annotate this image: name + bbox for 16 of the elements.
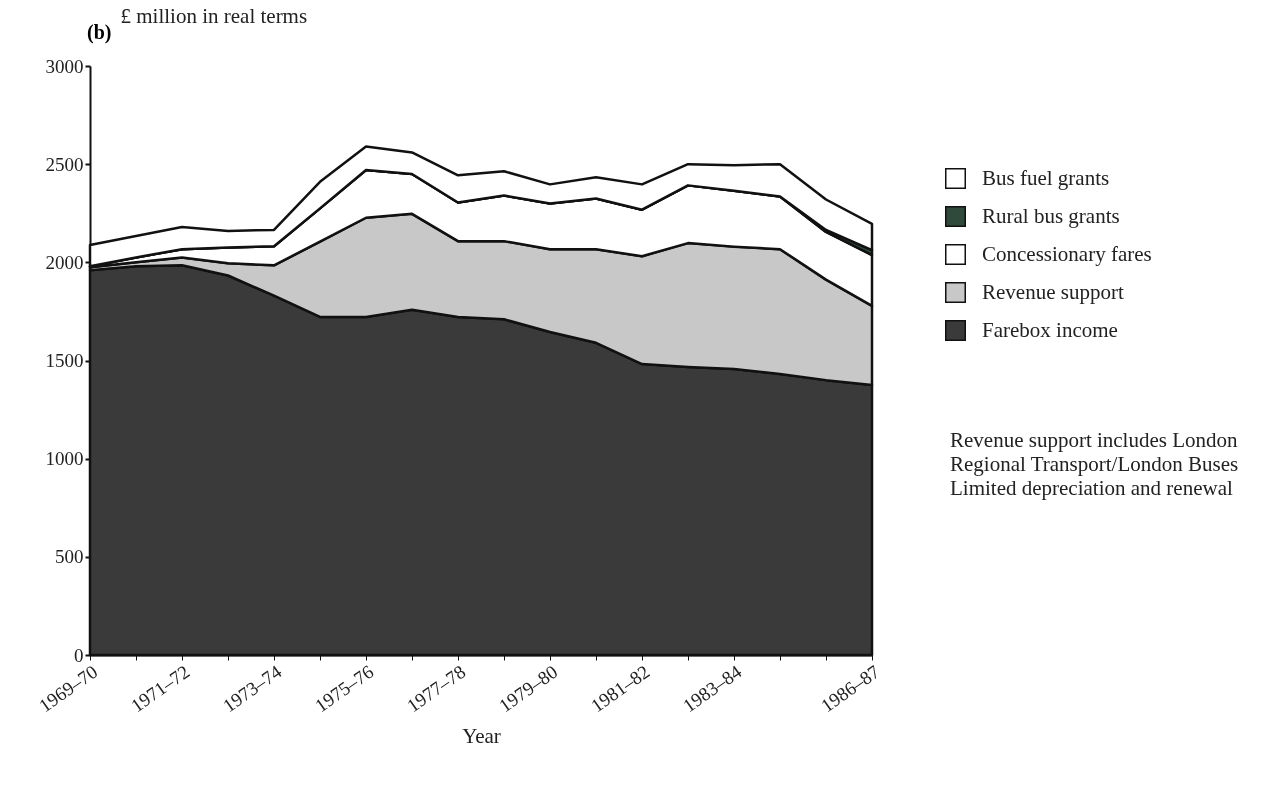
- y-tick-label: 1500: [45, 350, 84, 371]
- legend-label: Concessionary fares: [982, 241, 1152, 266]
- legend-label: Farebox income: [982, 317, 1118, 342]
- y-tick-label: 0: [74, 644, 84, 666]
- text: Revenue support includes London Regional Transport/London Buses Limited depreciation and renewal: [950, 428, 1240, 500]
- y-axis-title: £ million in real terms: [120, 3, 308, 28]
- y-tick-label: 3000: [45, 55, 84, 77]
- y-tick-label: 2000: [45, 251, 84, 273]
- y-tick-label: 1000: [45, 448, 84, 470]
- chart-title: (b): [87, 21, 112, 44]
- legend-label: Bus fuel grants: [982, 165, 1110, 190]
- y-tick-label: 500: [55, 546, 84, 568]
- legend-label: Rural bus grants: [982, 203, 1120, 228]
- x-axis-title: Year: [462, 724, 501, 749]
- y-tick-label: 2500: [45, 153, 84, 175]
- legend-label: Revenue support: [982, 279, 1124, 304]
